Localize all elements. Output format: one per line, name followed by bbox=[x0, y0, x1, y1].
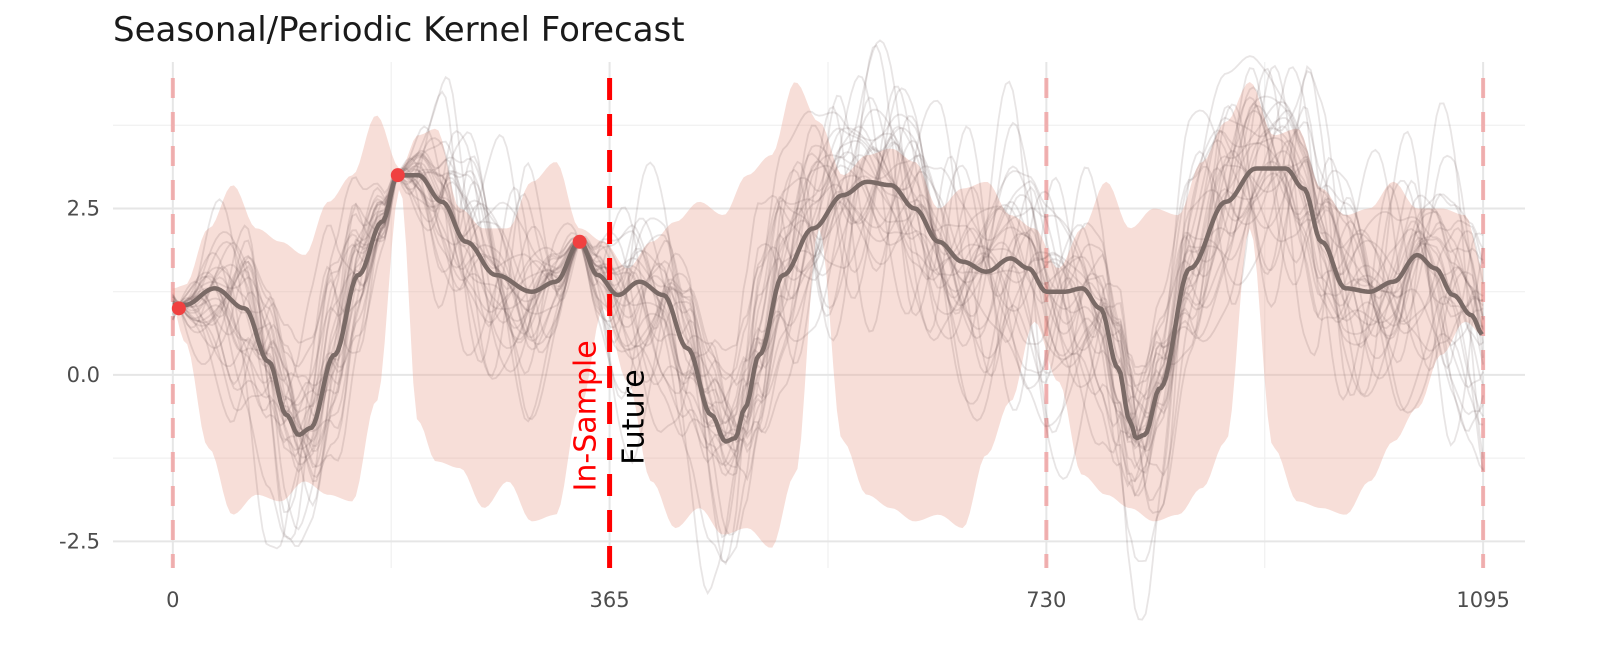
x-tick-label-3: 1095 bbox=[1456, 588, 1509, 612]
band-area bbox=[172, 82, 1484, 548]
sample-path-2 bbox=[172, 67, 1484, 566]
y-axis-ticks: -2.5 0.0 2.5 bbox=[59, 196, 100, 553]
mean-line bbox=[172, 166, 1484, 444]
observed-points bbox=[171, 168, 587, 316]
y-tick-label-2: 2.5 bbox=[67, 196, 100, 220]
chart-title: Seasonal/Periodic Kernel Forecast bbox=[113, 10, 685, 50]
sample-path-26 bbox=[172, 44, 1484, 469]
x-tick-label-1: 365 bbox=[590, 588, 630, 612]
y-tick-label-0: -2.5 bbox=[59, 529, 100, 553]
future-label: Future bbox=[617, 369, 652, 465]
confidence-band bbox=[172, 82, 1484, 548]
observed-point-0 bbox=[171, 301, 186, 316]
observed-point-2 bbox=[572, 234, 587, 249]
in-sample-label: In-Sample bbox=[569, 340, 604, 491]
y-tick-label-1: 0.0 bbox=[67, 363, 100, 387]
mean-forecast bbox=[172, 166, 1484, 444]
sample-path-13 bbox=[171, 55, 1484, 480]
observed-point-1 bbox=[390, 168, 405, 183]
x-tick-label-2: 730 bbox=[1026, 588, 1066, 612]
x-axis-ticks: 0 365 730 1095 bbox=[166, 588, 1510, 612]
x-tick-label-0: 0 bbox=[166, 588, 179, 612]
sample-path-20 bbox=[172, 99, 1484, 483]
period-boundary-lines bbox=[170, 78, 1486, 568]
sample-path-21 bbox=[171, 80, 1484, 508]
